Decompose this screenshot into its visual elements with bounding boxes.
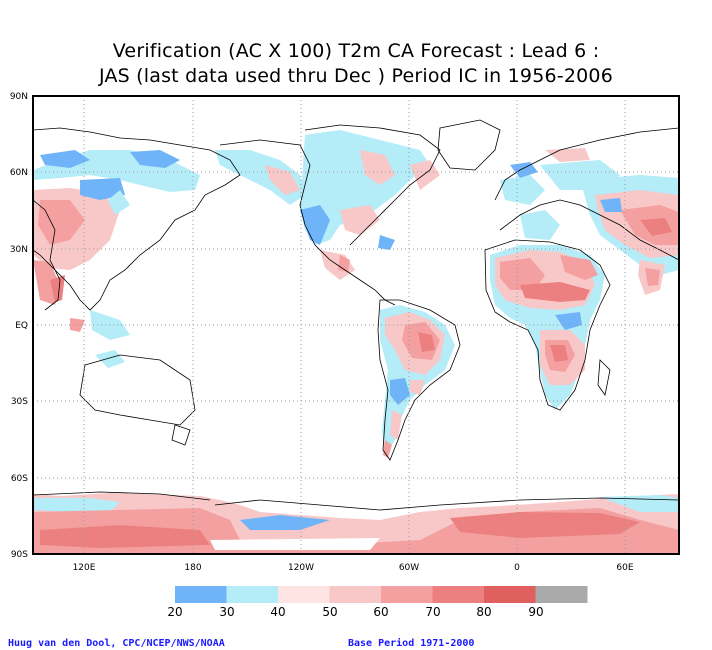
latitude-axis: 90N 60N 30N EQ 30S 60S 90S (10, 92, 28, 560)
lat-label: 30S (11, 397, 28, 407)
antarctica-shading (33, 493, 679, 554)
map-frame (32, 95, 680, 555)
map-title-line1: Verification (AC X 100) T2m CA Forecast … (112, 40, 600, 62)
lon-label: 60E (616, 563, 633, 573)
colorbar-swatch (535, 586, 588, 603)
north-america-shading (215, 130, 440, 280)
lon-label: 120E (73, 563, 96, 573)
asia-shading (33, 150, 200, 368)
colorbar (175, 586, 588, 603)
lat-label: 90S (11, 550, 28, 560)
colorbar-label: 50 (322, 605, 337, 619)
lon-label: 60W (399, 563, 419, 573)
africa-europe-shading (490, 145, 679, 410)
colorbar-swatch (175, 586, 227, 603)
colorbar-label: 70 (425, 605, 440, 619)
colorbar-swatch (329, 586, 382, 603)
lat-label: 90N (10, 92, 28, 102)
credit-author: Huug van den Dool, CPC/NCEP/NWS/NOAA (8, 638, 225, 649)
colorbar-labels: 20 30 40 50 60 70 80 90 (167, 605, 543, 619)
lon-label: 120W (288, 563, 314, 573)
map-title-line2: JAS (last data used thru Dec ) Period IC… (98, 65, 614, 87)
lat-label: 60S (11, 474, 28, 484)
colorbar-label: 40 (270, 605, 285, 619)
greenland-shading (430, 130, 495, 175)
colorbar-swatch (226, 586, 279, 603)
colorbar-label: 60 (373, 605, 388, 619)
gridlines (33, 96, 679, 554)
lon-label: 0 (514, 563, 520, 573)
lat-label: 60N (10, 168, 28, 178)
lat-label: 30N (10, 245, 28, 255)
colorbar-label: 30 (219, 605, 234, 619)
lat-label: EQ (15, 321, 28, 331)
colorbar-swatch (381, 586, 433, 603)
colorbar-swatch (484, 586, 536, 603)
credit-base-period: Base Period 1971-2000 (348, 638, 475, 649)
colorbar-swatch (278, 586, 330, 603)
colorbar-swatch (432, 586, 485, 603)
map-content (33, 119, 679, 554)
colorbar-label: 90 (528, 605, 543, 619)
south-america-shading (380, 305, 455, 458)
lon-label: 180 (184, 563, 201, 573)
longitude-axis: 120E 180 120W 60W 0 60E (73, 563, 634, 573)
coastlines (33, 119, 679, 511)
colorbar-label: 80 (476, 605, 491, 619)
colorbar-label: 20 (167, 605, 182, 619)
